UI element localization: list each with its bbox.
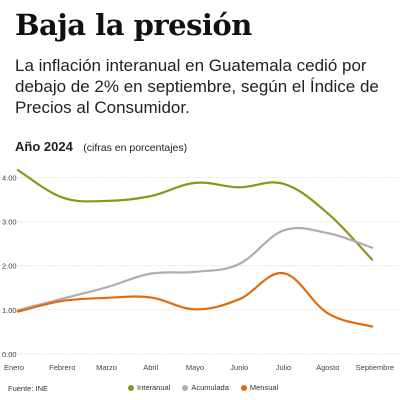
x-tick-label: Febrero <box>49 363 75 372</box>
legend-label-acumulada: Acumulada <box>191 383 229 392</box>
x-tick-label: Enero <box>4 363 24 372</box>
x-tick-label: Junio <box>230 363 248 372</box>
data-point-acumulada <box>238 262 241 266</box>
data-point-mensual <box>149 296 152 299</box>
data-point-acumulada <box>61 297 64 300</box>
chart-legend: Interanual Acumulada Mensual <box>128 383 278 392</box>
y-tick-label: 2.00 <box>2 262 17 271</box>
data-point-interanual <box>238 186 241 189</box>
data-point-acumulada <box>193 270 197 273</box>
data-point-interanual <box>149 195 152 198</box>
y-tick-label: 1.00 <box>2 306 17 315</box>
x-tick-label: Septiembre <box>356 363 394 372</box>
data-point-acumulada <box>282 229 285 232</box>
data-point-interanual <box>282 182 285 185</box>
data-point-interanual <box>61 196 64 199</box>
x-tick-label: Julio <box>276 363 291 372</box>
unit-note: (cifras en porcentajes) <box>83 142 188 154</box>
data-point-interanual <box>193 181 197 185</box>
data-point-mensual <box>282 272 285 275</box>
data-point-interanual <box>370 258 374 261</box>
x-tick-label: Marzo <box>96 363 117 372</box>
y-tick-label: 4.00 <box>2 174 17 183</box>
data-point-mensual <box>238 298 241 301</box>
legend-swatch-interanual <box>128 384 134 391</box>
data-point-interanual <box>326 212 329 215</box>
legend-item-mensual: Mensual <box>240 383 279 392</box>
data-point-mensual <box>105 296 108 299</box>
data-point-mensual <box>370 325 374 328</box>
legend-swatch-acumulada <box>182 384 189 391</box>
data-point-interanual <box>105 199 108 203</box>
data-point-acumulada <box>326 232 329 235</box>
line-chart: 4.00 3.00 2.00 1.00 0.00 Enero Febrero Marzo Abr… <box>0 169 400 372</box>
legend-label-mensual: Mensual <box>249 383 279 392</box>
data-point-acumulada <box>370 246 374 249</box>
data-point-acumulada <box>105 286 108 289</box>
data-point-mensual <box>61 299 64 303</box>
data-point-mensual <box>193 308 197 311</box>
y-tick-label: 0.00 <box>2 350 17 359</box>
y-tick-label: 3.00 <box>2 218 17 227</box>
data-point-mensual <box>326 312 329 315</box>
series-line-acumulada <box>16 226 374 312</box>
chart-header: Año 2024 (cifras en porcentajes) <box>15 138 187 156</box>
chart-subtitle: La inflación interanual en Guatemala ced… <box>15 56 379 117</box>
x-tick-label: Mayo <box>186 363 204 372</box>
x-tick-label: Abril <box>143 363 158 372</box>
period-label: Año 2024 <box>15 139 73 154</box>
legend-label-interanual: Interanual <box>137 383 171 392</box>
data-point-interanual <box>16 169 20 172</box>
data-point-acumulada <box>149 272 152 275</box>
legend-item-acumulada: Acumulada <box>182 383 229 392</box>
legend-item-interanual: Interanual <box>128 383 170 392</box>
x-tick-label: Agosto <box>316 363 339 372</box>
data-point-mensual <box>16 310 20 313</box>
series-line-mensual <box>16 272 374 328</box>
chart-title: Baja la presión <box>15 8 252 42</box>
source-note: Fuente: INE <box>8 384 49 393</box>
legend-swatch-mensual <box>240 384 247 391</box>
